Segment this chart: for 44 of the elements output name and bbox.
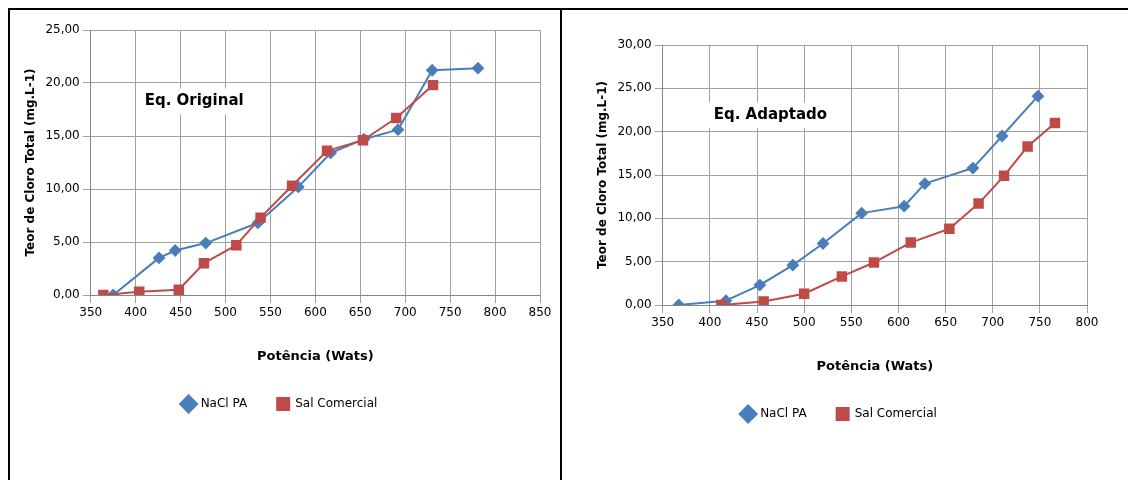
y-tick-label: 15,00 (45, 128, 80, 143)
x-tick-label: 800 (1075, 315, 1099, 330)
annotation: Eq. Adaptado (713, 105, 828, 124)
y-tick-label: 0,00 (625, 297, 652, 312)
x-tick-label: 750 (438, 305, 462, 320)
legend-label: NaCl PA (760, 406, 808, 421)
x-tick-label: 450 (169, 305, 193, 320)
x-tick-label: 550 (259, 305, 282, 320)
y-tick-label: 0,00 (53, 287, 80, 302)
y-axis-title: Teor de Cloro Total (mg.L-1) (595, 80, 610, 270)
x-tick-label: 350 (79, 305, 103, 320)
x-tick-label: 500 (214, 305, 237, 320)
legend-label: NaCl PA (200, 396, 248, 411)
y-tick-label: 25,00 (617, 80, 652, 95)
y-tick-label: 30,00 (617, 37, 652, 52)
x-tick-label: 500 (792, 315, 816, 330)
x-tick-label: 400 (698, 315, 722, 330)
x-tick-label: 350 (651, 315, 675, 330)
x-tick-label: 400 (124, 305, 148, 320)
y-tick-label: 10,00 (45, 181, 80, 196)
x-tick-label: 750 (1028, 315, 1052, 330)
x-tick-label: 650 (348, 305, 372, 320)
x-tick-label: 700 (981, 315, 1005, 330)
y-tick-label: 5,00 (625, 253, 652, 268)
x-tick-label: 850 (528, 305, 552, 320)
y-tick-label: 20,00 (617, 123, 652, 138)
y-tick-label: 25,00 (45, 22, 80, 37)
x-tick-label: 800 (483, 305, 507, 320)
x-tick-label: 700 (393, 305, 417, 320)
y-tick-label: 20,00 (45, 75, 80, 90)
y-axis-title: Teor de Cloro Total (mg.L-1) (23, 68, 38, 257)
legend-label: Sal Comercial (295, 396, 378, 411)
x-axis-title: Potência (Wats) (816, 357, 934, 373)
x-tick-label: 600 (303, 305, 327, 320)
legend-label: Sal Comercial (854, 406, 937, 421)
x-tick-label: 450 (745, 315, 769, 330)
x-axis-title: Potência (Wats) (257, 347, 374, 363)
y-tick-label: 5,00 (53, 234, 80, 249)
x-tick-label: 600 (886, 315, 910, 330)
y-tick-label: 10,00 (617, 210, 652, 225)
y-tick-label: 15,00 (617, 167, 652, 182)
x-tick-label: 650 (934, 315, 958, 330)
annotation: Eq. Original (144, 91, 244, 110)
x-tick-label: 550 (839, 315, 863, 330)
